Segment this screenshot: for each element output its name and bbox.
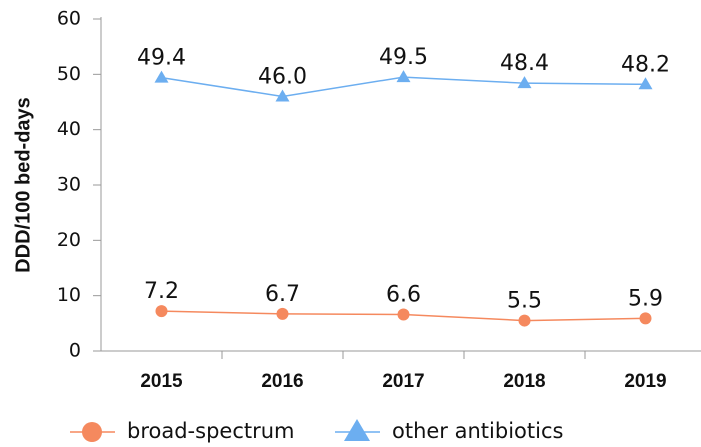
legend-marker — [344, 419, 370, 441]
point — [517, 76, 532, 89]
data-label: 6.7 — [265, 282, 300, 307]
x-tick-label: 2019 — [624, 371, 666, 392]
legend-label: other antibiotics — [392, 419, 563, 443]
data-label: 6.6 — [386, 282, 421, 307]
data-label: 5.9 — [628, 286, 663, 311]
point — [397, 308, 410, 321]
data-label: 46.0 — [258, 64, 307, 89]
data-label: 7.2 — [144, 279, 179, 304]
point — [518, 314, 531, 327]
y-tick-label: 20 — [57, 229, 81, 251]
y-tick-label: 30 — [57, 174, 81, 196]
y-tick-label: 40 — [57, 118, 81, 140]
y-tick-label: 0 — [69, 340, 81, 362]
point — [638, 77, 653, 90]
y-axis-label: DDD/100 bed-days — [12, 97, 34, 273]
y-tick-label: 60 — [57, 8, 81, 30]
point — [639, 312, 652, 325]
x-tick-label: 2015 — [140, 371, 183, 392]
x-tick-label: 2016 — [261, 371, 303, 392]
point — [396, 70, 411, 83]
point — [154, 70, 169, 83]
y-tick-label: 50 — [57, 63, 81, 85]
data-label: 48.4 — [500, 51, 549, 76]
point — [275, 89, 290, 102]
legend-marker — [82, 422, 102, 442]
point — [155, 305, 168, 318]
x-tick-label: 2018 — [503, 371, 545, 392]
y-tick-label: 10 — [57, 284, 81, 306]
data-label: 48.2 — [621, 52, 670, 77]
data-label: 49.4 — [137, 46, 186, 71]
data-label: 5.5 — [507, 289, 542, 314]
data-label: 49.5 — [379, 45, 428, 70]
point — [276, 307, 289, 320]
x-tick-label: 2017 — [382, 371, 424, 392]
legend-label: broad-spectrum — [127, 419, 295, 443]
